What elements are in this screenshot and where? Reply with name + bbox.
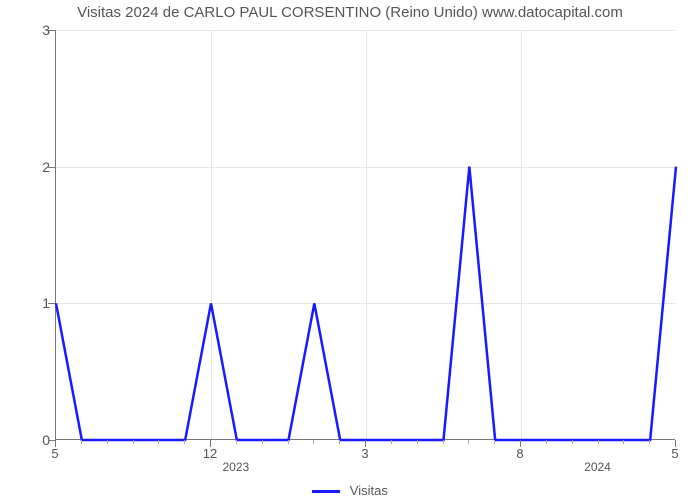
x-axis-label: 5 <box>51 446 58 461</box>
x-major-tick <box>210 440 211 447</box>
line-series-svg <box>56 30 675 439</box>
x-minor-tick <box>468 440 469 444</box>
y-tick <box>48 303 55 304</box>
x-minor-tick <box>262 440 263 444</box>
x-major-tick <box>55 440 56 447</box>
x-minor-tick <box>158 440 159 444</box>
y-axis-label: 3 <box>30 22 50 38</box>
x-minor-tick <box>184 440 185 444</box>
chart-title: Visitas 2024 de CARLO PAUL CORSENTINO (R… <box>0 4 700 21</box>
x-minor-tick <box>339 440 340 444</box>
x-minor-tick <box>443 440 444 444</box>
x-minor-tick <box>649 440 650 444</box>
legend: Visitas <box>0 483 700 498</box>
x-axis-label: 8 <box>516 446 523 461</box>
x-minor-tick <box>391 440 392 444</box>
y-axis-label: 2 <box>30 159 50 175</box>
x-minor-tick <box>623 440 624 444</box>
y-tick <box>48 167 55 168</box>
x-minor-tick <box>598 440 599 444</box>
x-axis-year-label: 2023 <box>222 460 249 474</box>
y-axis-label: 1 <box>30 295 50 311</box>
legend-swatch <box>312 490 340 493</box>
x-major-tick <box>675 440 676 447</box>
x-minor-tick <box>546 440 547 444</box>
x-minor-tick <box>313 440 314 444</box>
x-minor-tick <box>236 440 237 444</box>
x-axis-label: 12 <box>203 446 217 461</box>
x-minor-tick <box>288 440 289 444</box>
plot-area <box>55 30 675 440</box>
chart-container: Visitas 2024 de CARLO PAUL CORSENTINO (R… <box>0 0 700 500</box>
x-major-tick <box>365 440 366 447</box>
x-axis-label: 3 <box>361 446 368 461</box>
x-minor-tick <box>133 440 134 444</box>
y-axis-label: 0 <box>30 432 50 448</box>
y-tick <box>48 440 55 441</box>
x-minor-tick <box>494 440 495 444</box>
x-minor-tick <box>107 440 108 444</box>
x-minor-tick <box>81 440 82 444</box>
y-tick <box>48 30 55 31</box>
x-axis-year-label: 2024 <box>584 460 611 474</box>
x-minor-tick <box>572 440 573 444</box>
x-axis-label: 5 <box>671 446 678 461</box>
legend-label: Visitas <box>350 483 388 498</box>
x-minor-tick <box>417 440 418 444</box>
x-major-tick <box>520 440 521 447</box>
